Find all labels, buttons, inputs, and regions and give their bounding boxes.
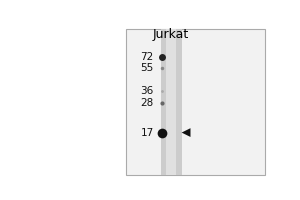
FancyBboxPatch shape (161, 29, 182, 175)
Text: Jurkat: Jurkat (153, 28, 189, 41)
FancyBboxPatch shape (126, 29, 266, 175)
Text: 17: 17 (140, 128, 154, 138)
Text: 36: 36 (140, 86, 154, 96)
FancyBboxPatch shape (166, 29, 176, 175)
Text: 28: 28 (140, 98, 154, 108)
Text: 55: 55 (140, 63, 154, 73)
Polygon shape (182, 128, 190, 137)
Text: 72: 72 (140, 52, 154, 62)
